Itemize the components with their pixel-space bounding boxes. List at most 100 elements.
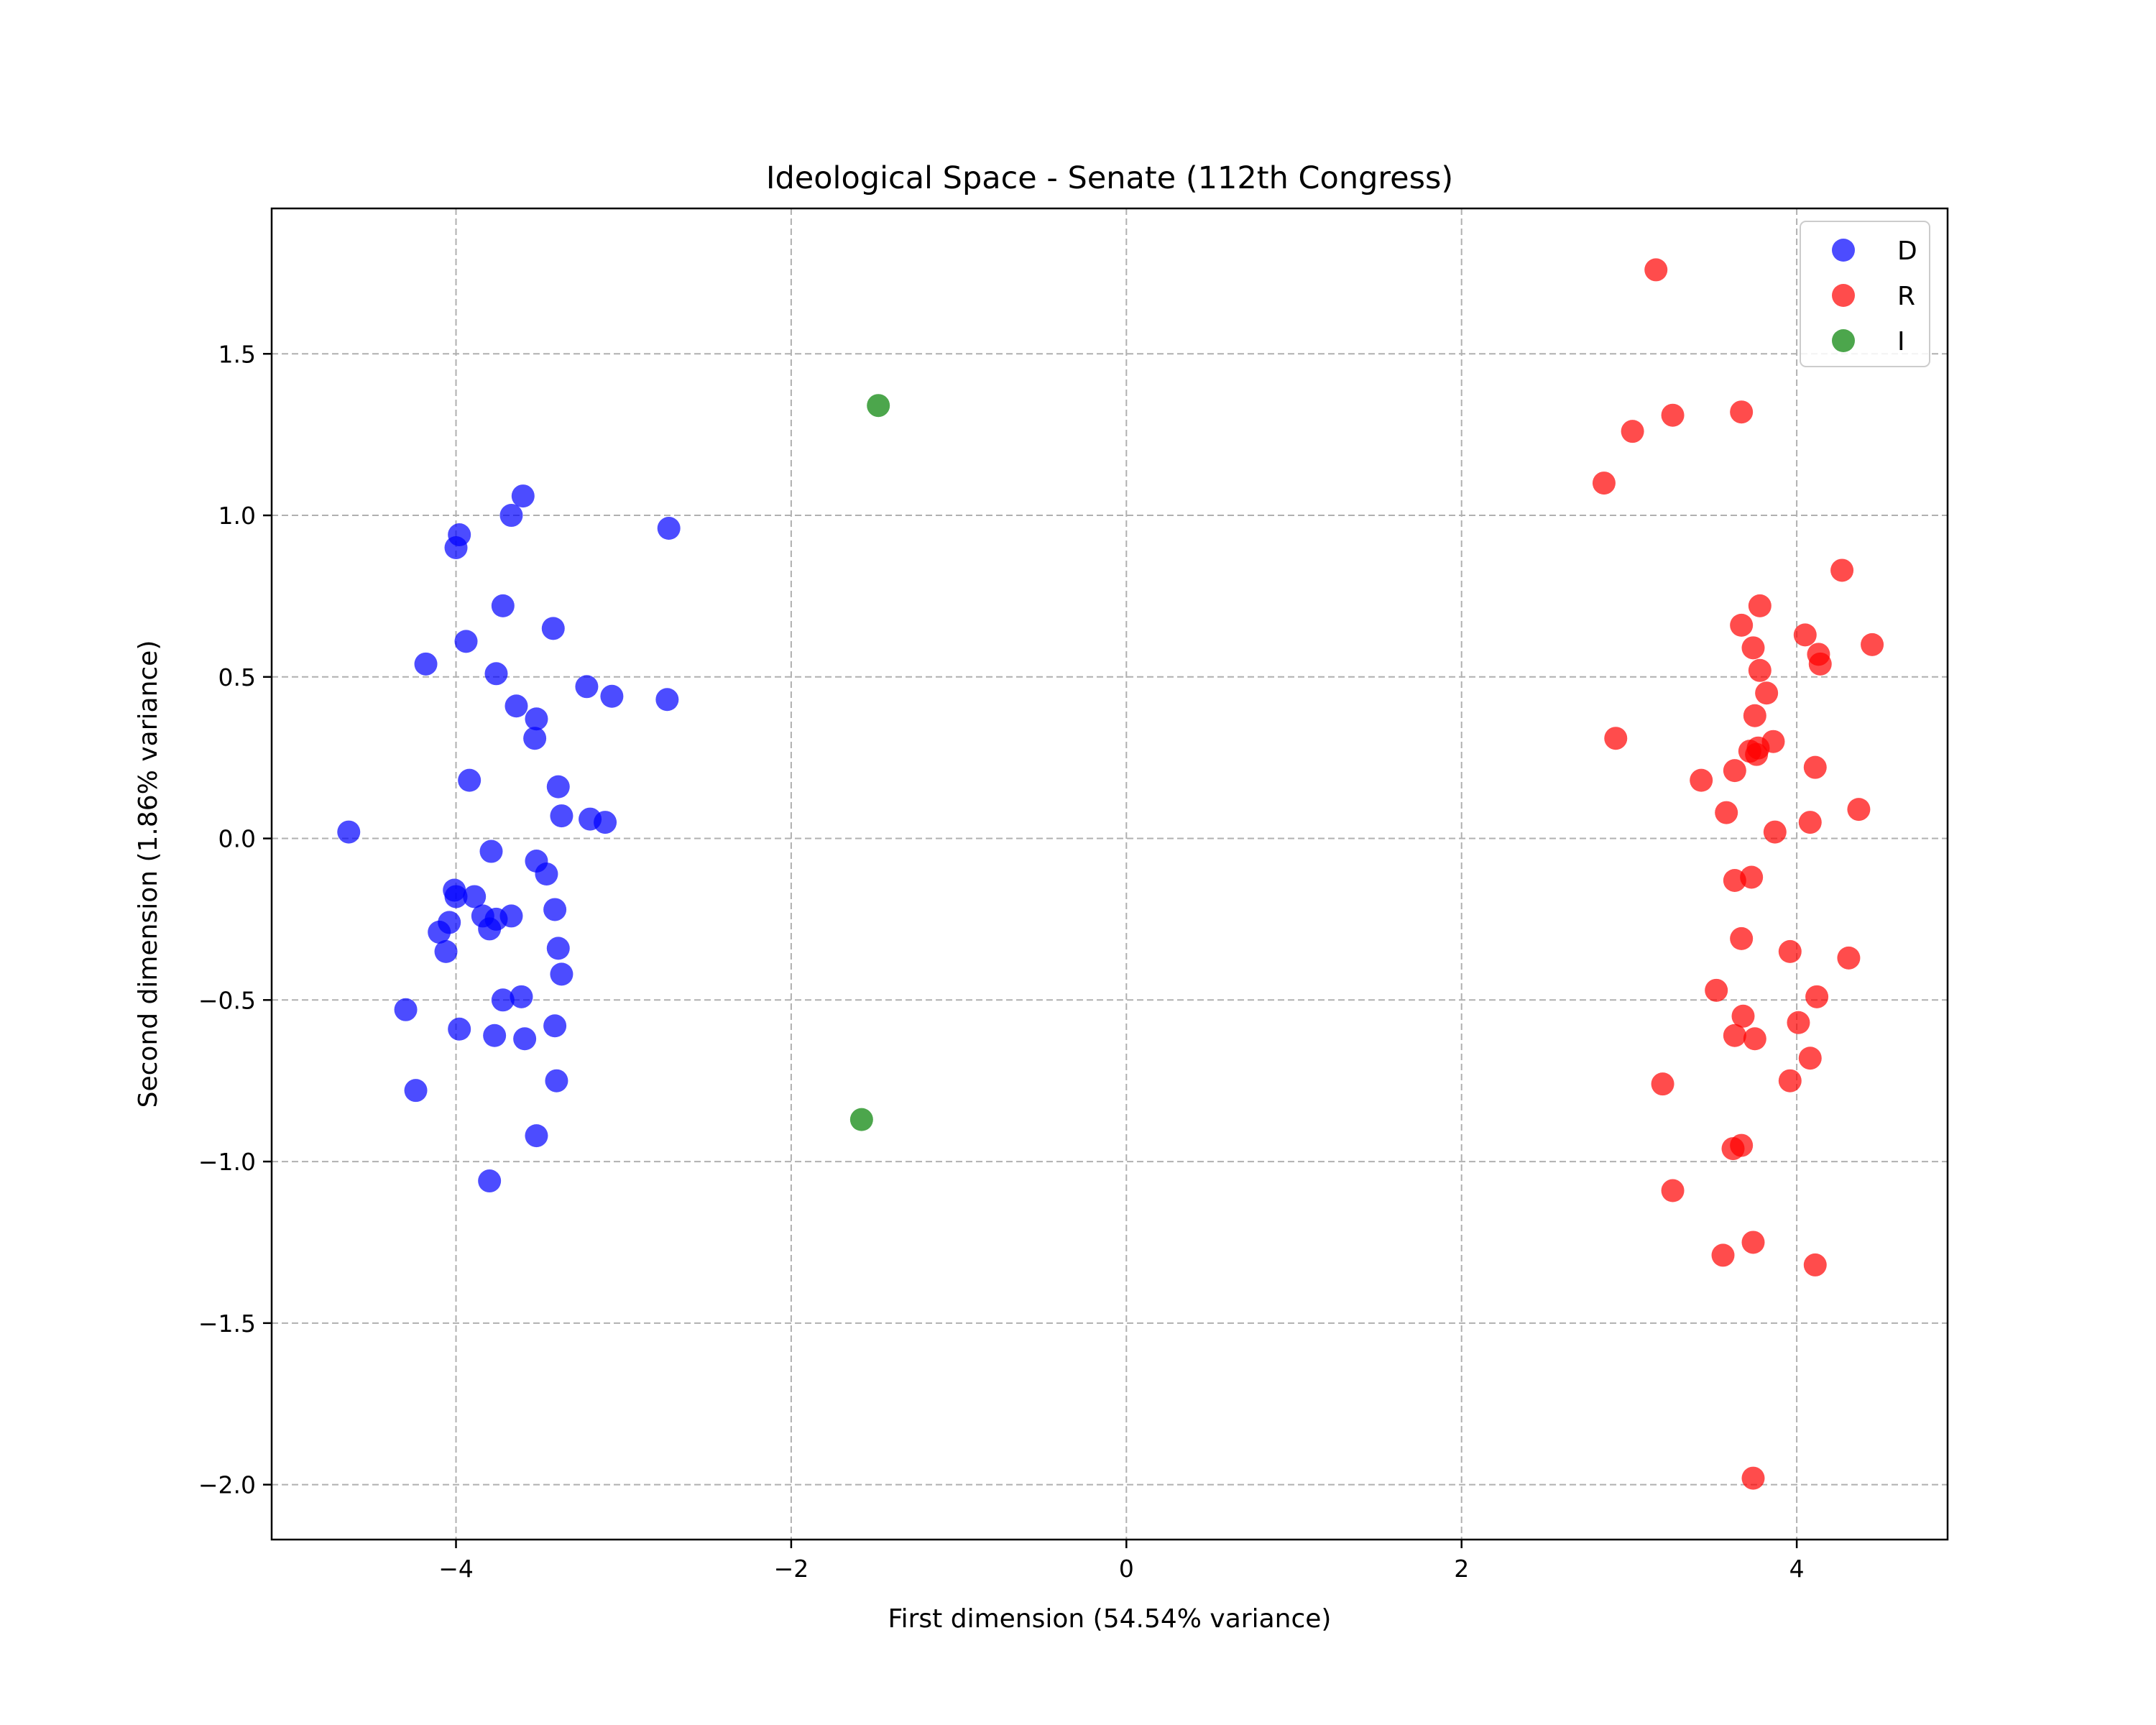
legend-label-D: D	[1897, 236, 1917, 266]
x-axis-ticks: −4 −2 0 2 4	[438, 1540, 1805, 1583]
data-point-R	[1711, 1243, 1735, 1267]
data-point-R	[1748, 594, 1772, 617]
data-points	[337, 258, 1884, 1490]
gridlines	[272, 208, 1948, 1540]
data-point-D	[535, 862, 558, 886]
data-point-D	[428, 920, 451, 944]
data-point-R	[1690, 768, 1713, 792]
data-point-D	[594, 811, 617, 834]
data-point-D	[510, 985, 533, 1008]
data-point-D	[550, 962, 573, 986]
series-R	[1592, 258, 1884, 1490]
plot-frame	[270, 207, 1949, 1541]
data-point-R	[1592, 472, 1616, 495]
x-tick-label: −2	[774, 1555, 809, 1583]
data-point-R	[1741, 1230, 1765, 1254]
legend-marker-R	[1832, 284, 1855, 307]
data-point-R	[1730, 1133, 1754, 1157]
data-point-D	[444, 885, 468, 908]
data-point-R	[1803, 755, 1827, 779]
data-point-D	[600, 684, 624, 708]
series-D	[337, 484, 681, 1193]
data-point-R	[1837, 946, 1861, 970]
data-point-D	[479, 840, 503, 863]
legend-label-I: I	[1897, 327, 1905, 356]
data-point-D	[491, 594, 515, 617]
data-point-R	[1793, 623, 1817, 647]
data-point-D	[511, 484, 535, 508]
x-tick-label: 4	[1789, 1555, 1805, 1583]
data-point-D	[513, 1027, 537, 1051]
data-point-R	[1651, 1072, 1674, 1096]
data-point-R	[1604, 727, 1628, 750]
data-point-D	[499, 504, 523, 528]
x-tick-label: 0	[1119, 1555, 1134, 1583]
data-point-R	[1778, 939, 1802, 963]
data-point-D	[543, 898, 567, 921]
y-axis-ticks: −2.0 −1.5 −1.0 −0.5 0.0 0.5 1.0 1.5	[198, 340, 272, 1499]
data-point-R	[1808, 652, 1832, 676]
data-point-D	[499, 904, 523, 928]
data-point-D	[523, 727, 547, 750]
data-point-R	[1830, 558, 1854, 582]
data-point-D	[444, 535, 468, 559]
x-tick-label: −4	[438, 1555, 474, 1583]
data-point-D	[546, 775, 570, 799]
data-point-D	[657, 517, 681, 540]
data-point-D	[478, 1169, 502, 1193]
data-point-D	[545, 1069, 568, 1092]
y-tick-label: −1.0	[198, 1148, 256, 1176]
y-tick-label: 0.5	[218, 663, 256, 691]
data-point-R	[1741, 1466, 1765, 1490]
data-point-R	[1798, 811, 1822, 834]
data-point-D	[394, 998, 418, 1021]
data-point-D	[448, 1017, 471, 1041]
data-point-D	[546, 937, 570, 960]
data-point-I	[849, 1108, 873, 1131]
data-point-R	[1723, 759, 1746, 783]
data-point-D	[505, 694, 528, 718]
data-point-D	[463, 885, 487, 908]
data-point-R	[1743, 704, 1766, 727]
data-point-R	[1741, 636, 1765, 660]
data-point-R	[1745, 742, 1769, 766]
data-point-R	[1723, 1024, 1746, 1047]
series-I	[849, 394, 890, 1131]
y-axis-label: Second dimension (1.86% variance)	[134, 640, 163, 1108]
data-point-R	[1730, 400, 1754, 424]
data-point-R	[1861, 632, 1884, 656]
x-axis-label: First dimension (54.54% variance)	[888, 1604, 1332, 1634]
data-point-R	[1661, 403, 1685, 427]
data-point-D	[478, 917, 502, 941]
data-point-R	[1661, 1179, 1685, 1202]
y-tick-label: −1.5	[198, 1310, 256, 1338]
data-point-D	[525, 1124, 548, 1148]
y-tick-label: 1.5	[218, 340, 256, 368]
legend: DRI	[1800, 221, 1930, 367]
data-point-R	[1755, 681, 1779, 705]
y-tick-label: 0.0	[218, 825, 256, 853]
data-point-I	[867, 394, 890, 418]
data-point-R	[1798, 1046, 1822, 1070]
data-point-R	[1705, 978, 1728, 1002]
data-point-D	[414, 652, 438, 676]
y-tick-label: −0.5	[198, 986, 256, 1014]
data-point-D	[434, 939, 458, 963]
data-point-R	[1731, 1004, 1755, 1028]
y-tick-label: −2.0	[198, 1471, 256, 1499]
data-point-D	[543, 1014, 567, 1038]
data-point-D	[484, 662, 508, 686]
data-point-R	[1730, 613, 1754, 637]
legend-marker-D	[1832, 239, 1855, 262]
data-point-D	[550, 804, 573, 828]
data-point-R	[1763, 820, 1787, 844]
data-point-D	[655, 688, 679, 712]
data-point-R	[1787, 1011, 1810, 1034]
data-point-D	[483, 1024, 507, 1047]
data-point-R	[1748, 658, 1772, 682]
data-point-D	[454, 630, 478, 653]
data-point-R	[1743, 1027, 1766, 1051]
data-point-D	[525, 707, 548, 731]
legend-marker-I	[1832, 329, 1855, 352]
x-tick-label: 2	[1454, 1555, 1469, 1583]
